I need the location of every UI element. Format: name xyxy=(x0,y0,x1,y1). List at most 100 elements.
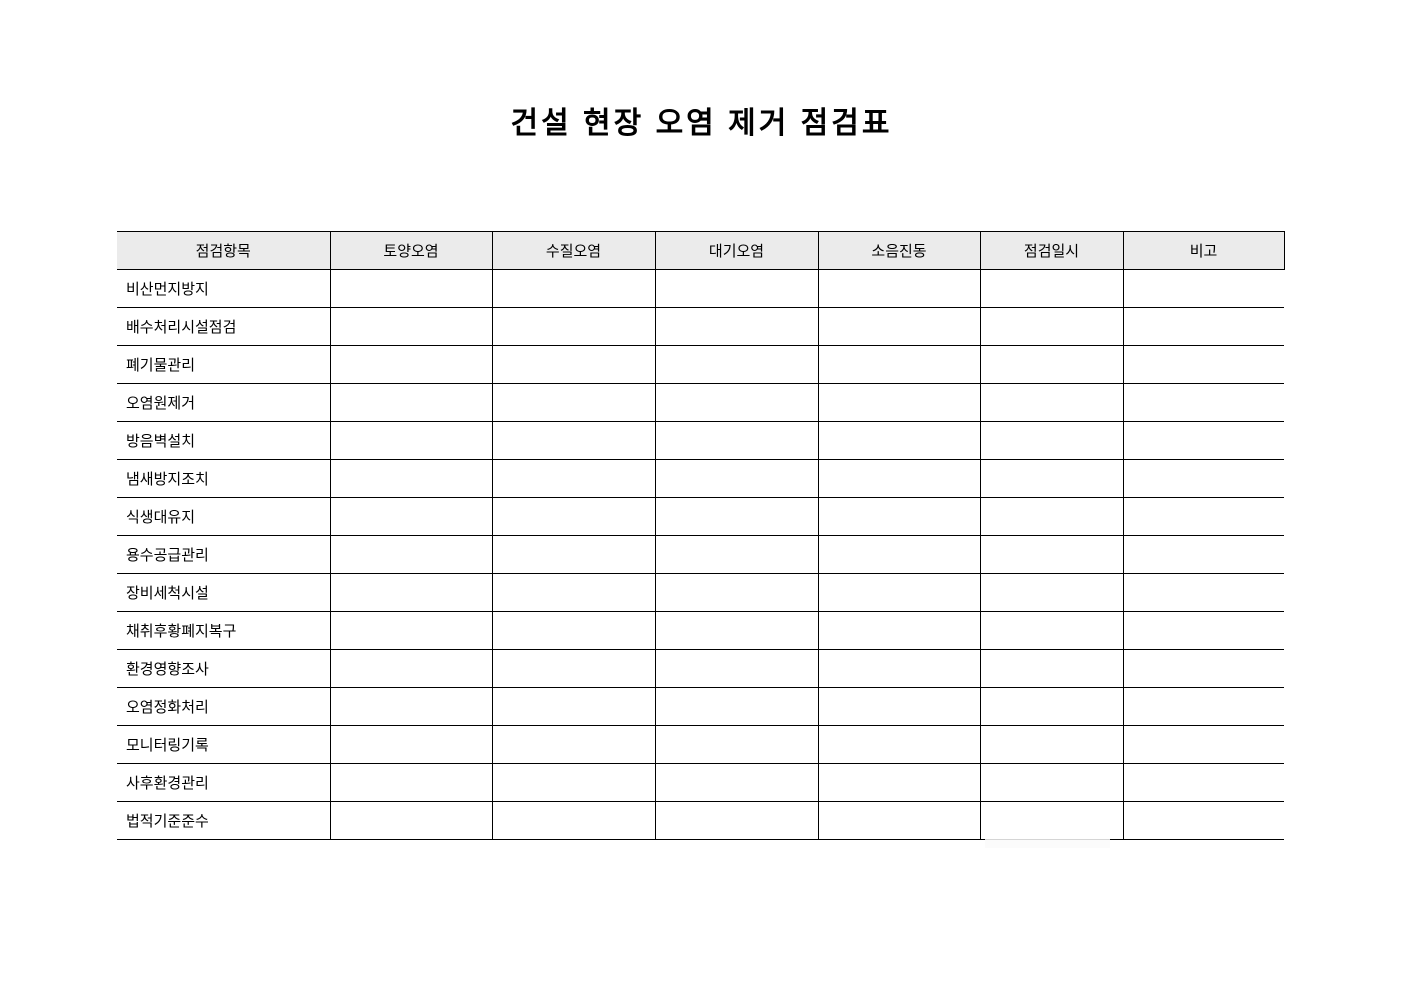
cell-soil[interactable] xyxy=(329,687,492,726)
cell-note[interactable] xyxy=(1122,383,1284,422)
cell-date[interactable] xyxy=(979,611,1123,650)
cell-date[interactable] xyxy=(979,307,1123,346)
cell-soil[interactable] xyxy=(329,383,492,422)
table-row: 사후환경관리 xyxy=(117,763,1284,802)
cell-soil[interactable] xyxy=(329,497,492,536)
cell-soil[interactable] xyxy=(329,459,492,498)
cell-air[interactable] xyxy=(654,383,818,422)
cell-air[interactable] xyxy=(654,497,818,536)
cell-soil[interactable] xyxy=(329,421,492,460)
cell-water[interactable] xyxy=(491,345,655,384)
cell-water[interactable] xyxy=(491,611,655,650)
cell-date[interactable] xyxy=(979,573,1123,612)
cell-noise[interactable] xyxy=(817,687,980,726)
cell-noise[interactable] xyxy=(817,459,980,498)
cell-air[interactable] xyxy=(654,725,818,764)
cell-water[interactable] xyxy=(491,421,655,460)
cell-date[interactable] xyxy=(979,345,1123,384)
cell-water[interactable] xyxy=(491,573,655,612)
cell-water[interactable] xyxy=(491,269,655,308)
cell-water[interactable] xyxy=(491,725,655,764)
cell-air[interactable] xyxy=(654,687,818,726)
cell-item-name: 오염원제거 xyxy=(117,383,330,422)
table-row: 환경영향조사 xyxy=(117,649,1284,688)
cell-date[interactable] xyxy=(979,459,1123,498)
cell-air[interactable] xyxy=(654,459,818,498)
cell-noise[interactable] xyxy=(817,421,980,460)
table-row: 배수처리시설점검 xyxy=(117,307,1284,346)
cell-water[interactable] xyxy=(491,307,655,346)
cell-soil[interactable] xyxy=(329,269,492,308)
cell-note[interactable] xyxy=(1122,459,1284,498)
table-row: 용수공급관리 xyxy=(117,535,1284,574)
cell-noise[interactable] xyxy=(817,535,980,574)
cell-soil[interactable] xyxy=(329,345,492,384)
cell-date[interactable] xyxy=(979,725,1123,764)
cell-noise[interactable] xyxy=(817,801,980,840)
cell-noise[interactable] xyxy=(817,573,980,612)
cell-water[interactable] xyxy=(491,459,655,498)
cell-date[interactable] xyxy=(979,687,1123,726)
cell-soil[interactable] xyxy=(329,763,492,802)
cell-note[interactable] xyxy=(1122,801,1284,840)
cell-noise[interactable] xyxy=(817,611,980,650)
cell-note[interactable] xyxy=(1122,611,1284,650)
cell-water[interactable] xyxy=(491,497,655,536)
cell-noise[interactable] xyxy=(817,497,980,536)
table-row: 법적기준준수 xyxy=(117,801,1284,840)
cell-air[interactable] xyxy=(654,801,818,840)
cell-noise[interactable] xyxy=(817,649,980,688)
cell-noise[interactable] xyxy=(817,763,980,802)
cell-date[interactable] xyxy=(979,383,1123,422)
cell-air[interactable] xyxy=(654,307,818,346)
cell-air[interactable] xyxy=(654,535,818,574)
cell-soil[interactable] xyxy=(329,307,492,346)
cell-soil[interactable] xyxy=(329,801,492,840)
cell-note[interactable] xyxy=(1122,725,1284,764)
cell-note[interactable] xyxy=(1122,497,1284,536)
column-header-item: 점검항목 xyxy=(117,231,330,270)
cell-date[interactable] xyxy=(979,421,1123,460)
cell-note[interactable] xyxy=(1122,535,1284,574)
cell-water[interactable] xyxy=(491,535,655,574)
cell-air[interactable] xyxy=(654,649,818,688)
cell-note[interactable] xyxy=(1122,307,1284,346)
cell-water[interactable] xyxy=(491,801,655,840)
cell-air[interactable] xyxy=(654,345,818,384)
cell-air[interactable] xyxy=(654,573,818,612)
cell-note[interactable] xyxy=(1122,649,1284,688)
cell-note[interactable] xyxy=(1122,763,1284,802)
cell-noise[interactable] xyxy=(817,383,980,422)
cell-soil[interactable] xyxy=(329,725,492,764)
cell-noise[interactable] xyxy=(817,345,980,384)
cell-soil[interactable] xyxy=(329,611,492,650)
cell-noise[interactable] xyxy=(817,269,980,308)
cell-noise[interactable] xyxy=(817,725,980,764)
cell-item-name: 용수공급관리 xyxy=(117,535,330,574)
table-row: 냄새방지조치 xyxy=(117,459,1284,498)
cell-note[interactable] xyxy=(1122,421,1284,460)
cell-note[interactable] xyxy=(1122,345,1284,384)
cell-air[interactable] xyxy=(654,611,818,650)
cell-water[interactable] xyxy=(491,649,655,688)
cell-water[interactable] xyxy=(491,763,655,802)
cell-note[interactable] xyxy=(1122,269,1284,308)
cell-noise[interactable] xyxy=(817,307,980,346)
cell-air[interactable] xyxy=(654,421,818,460)
cell-note[interactable] xyxy=(1122,573,1284,612)
cell-water[interactable] xyxy=(491,687,655,726)
cell-air[interactable] xyxy=(654,269,818,308)
checklist-table-wrapper: 점검항목 토양오염 수질오염 대기오염 소음진동 점검일시 비고 비산먼지방지 배… xyxy=(117,231,1285,840)
cell-date[interactable] xyxy=(979,535,1123,574)
cell-date[interactable] xyxy=(979,649,1123,688)
cell-date[interactable] xyxy=(979,801,1123,840)
cell-soil[interactable] xyxy=(329,535,492,574)
cell-date[interactable] xyxy=(979,269,1123,308)
cell-note[interactable] xyxy=(1122,687,1284,726)
cell-date[interactable] xyxy=(979,763,1123,802)
cell-soil[interactable] xyxy=(329,649,492,688)
cell-air[interactable] xyxy=(654,763,818,802)
cell-water[interactable] xyxy=(491,383,655,422)
cell-soil[interactable] xyxy=(329,573,492,612)
cell-date[interactable] xyxy=(979,497,1123,536)
